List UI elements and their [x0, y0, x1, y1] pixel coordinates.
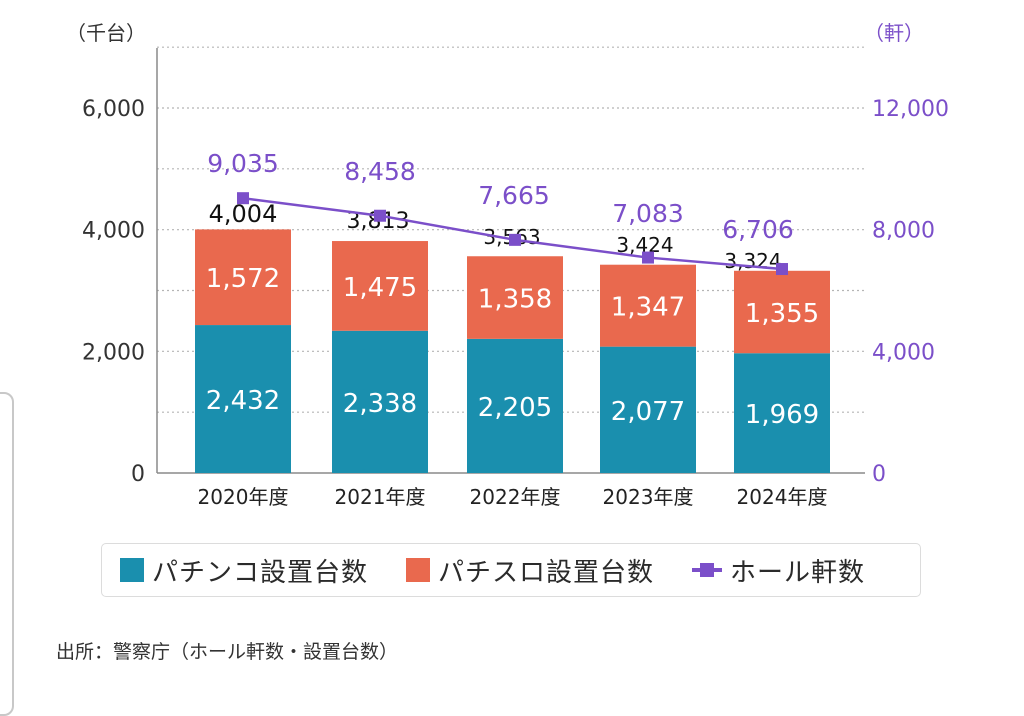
bar-pachinko: [332, 330, 428, 473]
x-axis-tick-label: 2023年度: [603, 485, 694, 509]
legend-item-halls: ホール軒数: [692, 552, 865, 589]
legend-label-pachislot: パチスロ設置台数: [438, 557, 655, 588]
bar-pachislot: [467, 256, 563, 339]
legend-item-pachinko: パチンコ設置台数: [120, 552, 368, 589]
line-data-label: 7,665: [478, 181, 550, 210]
right-axis-tick-label: 4,000: [872, 340, 935, 365]
line-data-label: 7,083: [612, 199, 684, 228]
left-axis-unit: （千台）: [66, 21, 146, 45]
bar-label-pachinko: 2,432: [206, 386, 280, 416]
x-axis-tick-label: 2024年度: [737, 485, 828, 509]
right-axis-unit: （軒）: [864, 21, 924, 45]
line-data-label: 9,035: [207, 149, 279, 178]
line-marker: [642, 251, 654, 264]
bar-label-pachislot: 1,358: [478, 285, 552, 315]
bar-label-pachinko: 2,205: [478, 393, 552, 423]
bar-label-pachinko: 2,077: [611, 397, 685, 427]
right-axis-tick-label: 8,000: [872, 219, 935, 244]
bar-label-pachinko: 1,969: [745, 400, 819, 430]
bar-pachislot: [332, 241, 428, 331]
legend-swatch-pachinko: [120, 558, 144, 582]
x-axis-tick-label: 2022年度: [470, 485, 561, 509]
bar-pachinko: [467, 338, 563, 473]
legend-label-halls: ホール軒数: [730, 557, 866, 588]
left-axis-tick-label: 0: [131, 462, 145, 487]
line-marker-icon: [692, 563, 723, 577]
line-data-label: 8,458: [344, 157, 416, 186]
bar-pachinko: [734, 353, 830, 473]
left-axis-tick-label: 2,000: [82, 340, 145, 365]
line-marker: [374, 209, 386, 222]
bar-total-label: 4,004: [209, 200, 278, 228]
x-axis-tick-label: 2021年度: [335, 485, 426, 509]
bar-pachislot: [195, 229, 291, 326]
bar-pachinko: [195, 325, 291, 473]
x-axis-tick-label: 2020年度: [198, 485, 289, 509]
source-note: 出所：警察庁（ホール軒数・設置台数）: [56, 641, 399, 663]
line-marker: [237, 192, 249, 205]
bar-label-pachislot: 1,572: [206, 264, 280, 294]
right-axis-tick-label: 12,000: [872, 97, 949, 122]
legend: パチンコ設置台数 パチスロ設置台数 ホール軒数: [101, 543, 921, 597]
line-marker: [776, 263, 788, 276]
bar-label-pachislot: 1,347: [611, 293, 685, 323]
bar-pachislot: [600, 264, 696, 347]
bar-label-pachislot: 1,355: [745, 299, 819, 329]
left-axis-tick-label: 6,000: [82, 97, 145, 122]
legend-item-pachislot: パチスロ設置台数: [406, 552, 654, 589]
left-axis-tick-label: 4,000: [82, 219, 145, 244]
bar-pachinko: [600, 346, 696, 473]
line-marker: [509, 233, 521, 246]
bar-pachislot: [734, 270, 830, 354]
right-axis-tick-label: 0: [872, 462, 886, 487]
legend-swatch-pachislot: [406, 558, 431, 582]
bar-label-pachinko: 2,338: [343, 389, 417, 419]
chart: （千台） （軒） 0 2,000 4,000 6,000 0 4,000 8,000 12,000…: [66, 21, 949, 509]
line-data-label: 6,706: [722, 215, 794, 244]
bar-label-pachislot: 1,475: [343, 273, 417, 303]
legend-label-pachinko: パチンコ設置台数: [152, 557, 369, 588]
